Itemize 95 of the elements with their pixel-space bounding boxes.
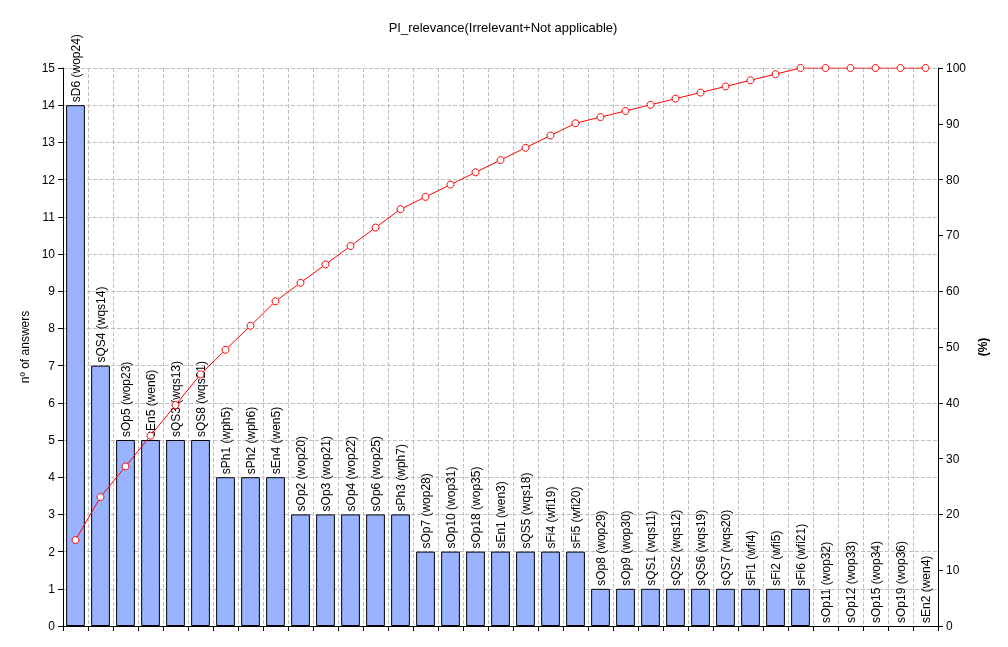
point xyxy=(621,106,630,115)
y-tick-label: 15 xyxy=(41,61,56,75)
point xyxy=(71,536,80,545)
x-tick-label: sPh3 (wph7) xyxy=(393,444,408,512)
y2-axis-title: (%) xyxy=(975,337,990,357)
point xyxy=(596,113,605,122)
x-tick-label: sQS7 (wqs20) xyxy=(718,509,733,586)
x-tick-label: sEn4 (wen5) xyxy=(268,406,283,475)
y2-tick-label: 70 xyxy=(946,228,960,243)
point xyxy=(121,462,130,471)
y2-tick-label: 30 xyxy=(946,451,960,466)
point xyxy=(346,242,355,250)
x-tick-label: sPh1 (wph5) xyxy=(218,406,233,475)
y-tick-label: 8 xyxy=(48,321,56,336)
point xyxy=(821,64,830,72)
point xyxy=(496,156,505,165)
point xyxy=(246,321,255,330)
x-tick-label: sFi6 (wfi21) xyxy=(793,523,808,586)
point xyxy=(796,64,805,72)
x-tick-label: sOp18 (wop35) xyxy=(468,466,483,549)
point xyxy=(646,100,655,109)
point xyxy=(571,119,580,128)
point xyxy=(471,168,480,177)
x-tick-label: sPh2 (wph6) xyxy=(243,406,258,475)
y-tick-label: 5 xyxy=(48,433,56,447)
y-tick-label: 10 xyxy=(41,247,56,261)
point xyxy=(446,180,455,189)
point xyxy=(421,192,430,201)
point xyxy=(746,76,755,85)
point xyxy=(871,64,880,72)
point xyxy=(296,278,305,287)
point xyxy=(921,64,930,72)
point xyxy=(896,64,905,72)
x-tick-label: sOp4 (wop22) xyxy=(343,436,358,512)
y2-tick-label: 90 xyxy=(946,116,960,131)
y-tick-label: 13 xyxy=(41,135,56,150)
x-tick-label: sQS4 (wqs14) xyxy=(93,286,108,363)
y-tick-label: 1 xyxy=(48,581,56,596)
x-tick-label: sOp7 (wop28) xyxy=(418,473,433,549)
y-tick-label: 12 xyxy=(41,172,56,187)
point xyxy=(771,70,780,79)
x-tick-label: sFi2 (wfi5) xyxy=(768,530,783,586)
x-tick-label: sQS5 (wqs18) xyxy=(518,472,533,549)
point xyxy=(221,345,230,354)
y2-tick-label: 50 xyxy=(946,340,960,354)
y-tick-label: 4 xyxy=(48,470,56,485)
x-tick-label: sOp2 (wop20) xyxy=(293,436,308,512)
point xyxy=(96,493,105,502)
x-tick-label: sEn1 (wen3) xyxy=(493,481,508,549)
point xyxy=(321,260,330,269)
y-tick-label: 2 xyxy=(48,544,56,559)
x-tick-label: sFi4 (wfi19) xyxy=(543,486,558,549)
point xyxy=(271,297,280,306)
x-tick-label: sQS6 (wqs19) xyxy=(693,509,708,586)
x-tick-label: sOp5 (wop23) xyxy=(118,361,133,437)
x-tick-label: sOp12 (wop33) xyxy=(843,540,858,623)
point xyxy=(521,143,530,152)
x-tick-label: sOp11 (wop32) xyxy=(818,541,833,623)
x-tick-label: sQS2 (wqs12) xyxy=(668,509,683,586)
y-axis-title: nº of answers xyxy=(17,310,32,384)
y-tick-label: 6 xyxy=(48,395,56,410)
point xyxy=(396,205,405,214)
chart-title: PI_relevance(Irrelevant+Not applicable) xyxy=(388,20,618,35)
y2-tick-label: 0 xyxy=(946,619,953,633)
y-tick-label: 11 xyxy=(42,209,56,224)
y2-tick-label: 80 xyxy=(946,172,960,187)
point xyxy=(671,94,680,103)
x-tick-label: sFi5 (wfi20) xyxy=(568,486,583,549)
y-tick-label: 3 xyxy=(48,507,56,522)
x-tick-label: sOp3 (wop21) xyxy=(318,436,333,512)
point xyxy=(846,64,855,72)
y2-tick-label: 100 xyxy=(946,61,967,75)
y2-tick-label: 20 xyxy=(946,507,960,522)
x-tick-label: sEn2 (wen4) xyxy=(918,555,933,623)
x-tick-label: sOp6 (wop25) xyxy=(368,436,383,512)
x-tick-label: sD6 (wop24) xyxy=(68,34,83,103)
y-tick-label: 9 xyxy=(48,284,56,299)
x-tick-label: sOp8 (wop29) xyxy=(593,510,608,586)
y2-tick-label: 10 xyxy=(946,563,960,578)
x-tick-label: sFi1 (wfi4) xyxy=(743,530,758,586)
y-tick-label: 0 xyxy=(48,619,56,633)
point xyxy=(721,82,730,91)
x-tick-label: sOp19 (wop36) xyxy=(893,540,908,623)
point xyxy=(696,88,705,97)
x-tick-label: sOp9 (wop30) xyxy=(618,510,633,586)
x-tick-label: sQS1 (wqs11) xyxy=(643,510,658,586)
x-tick-label: sOp10 (wop31) xyxy=(443,466,458,549)
x-tick-label: sOp15 (wop34) xyxy=(868,540,883,623)
x-tick-label: sQS3 (wqs13) xyxy=(168,360,183,437)
y-tick-label: 7 xyxy=(48,358,56,373)
y2-tick-label: 40 xyxy=(946,395,960,410)
y2-tick-label: 60 xyxy=(946,284,960,299)
y-tick-label: 14 xyxy=(41,98,56,113)
point xyxy=(371,223,380,232)
point xyxy=(546,131,555,140)
